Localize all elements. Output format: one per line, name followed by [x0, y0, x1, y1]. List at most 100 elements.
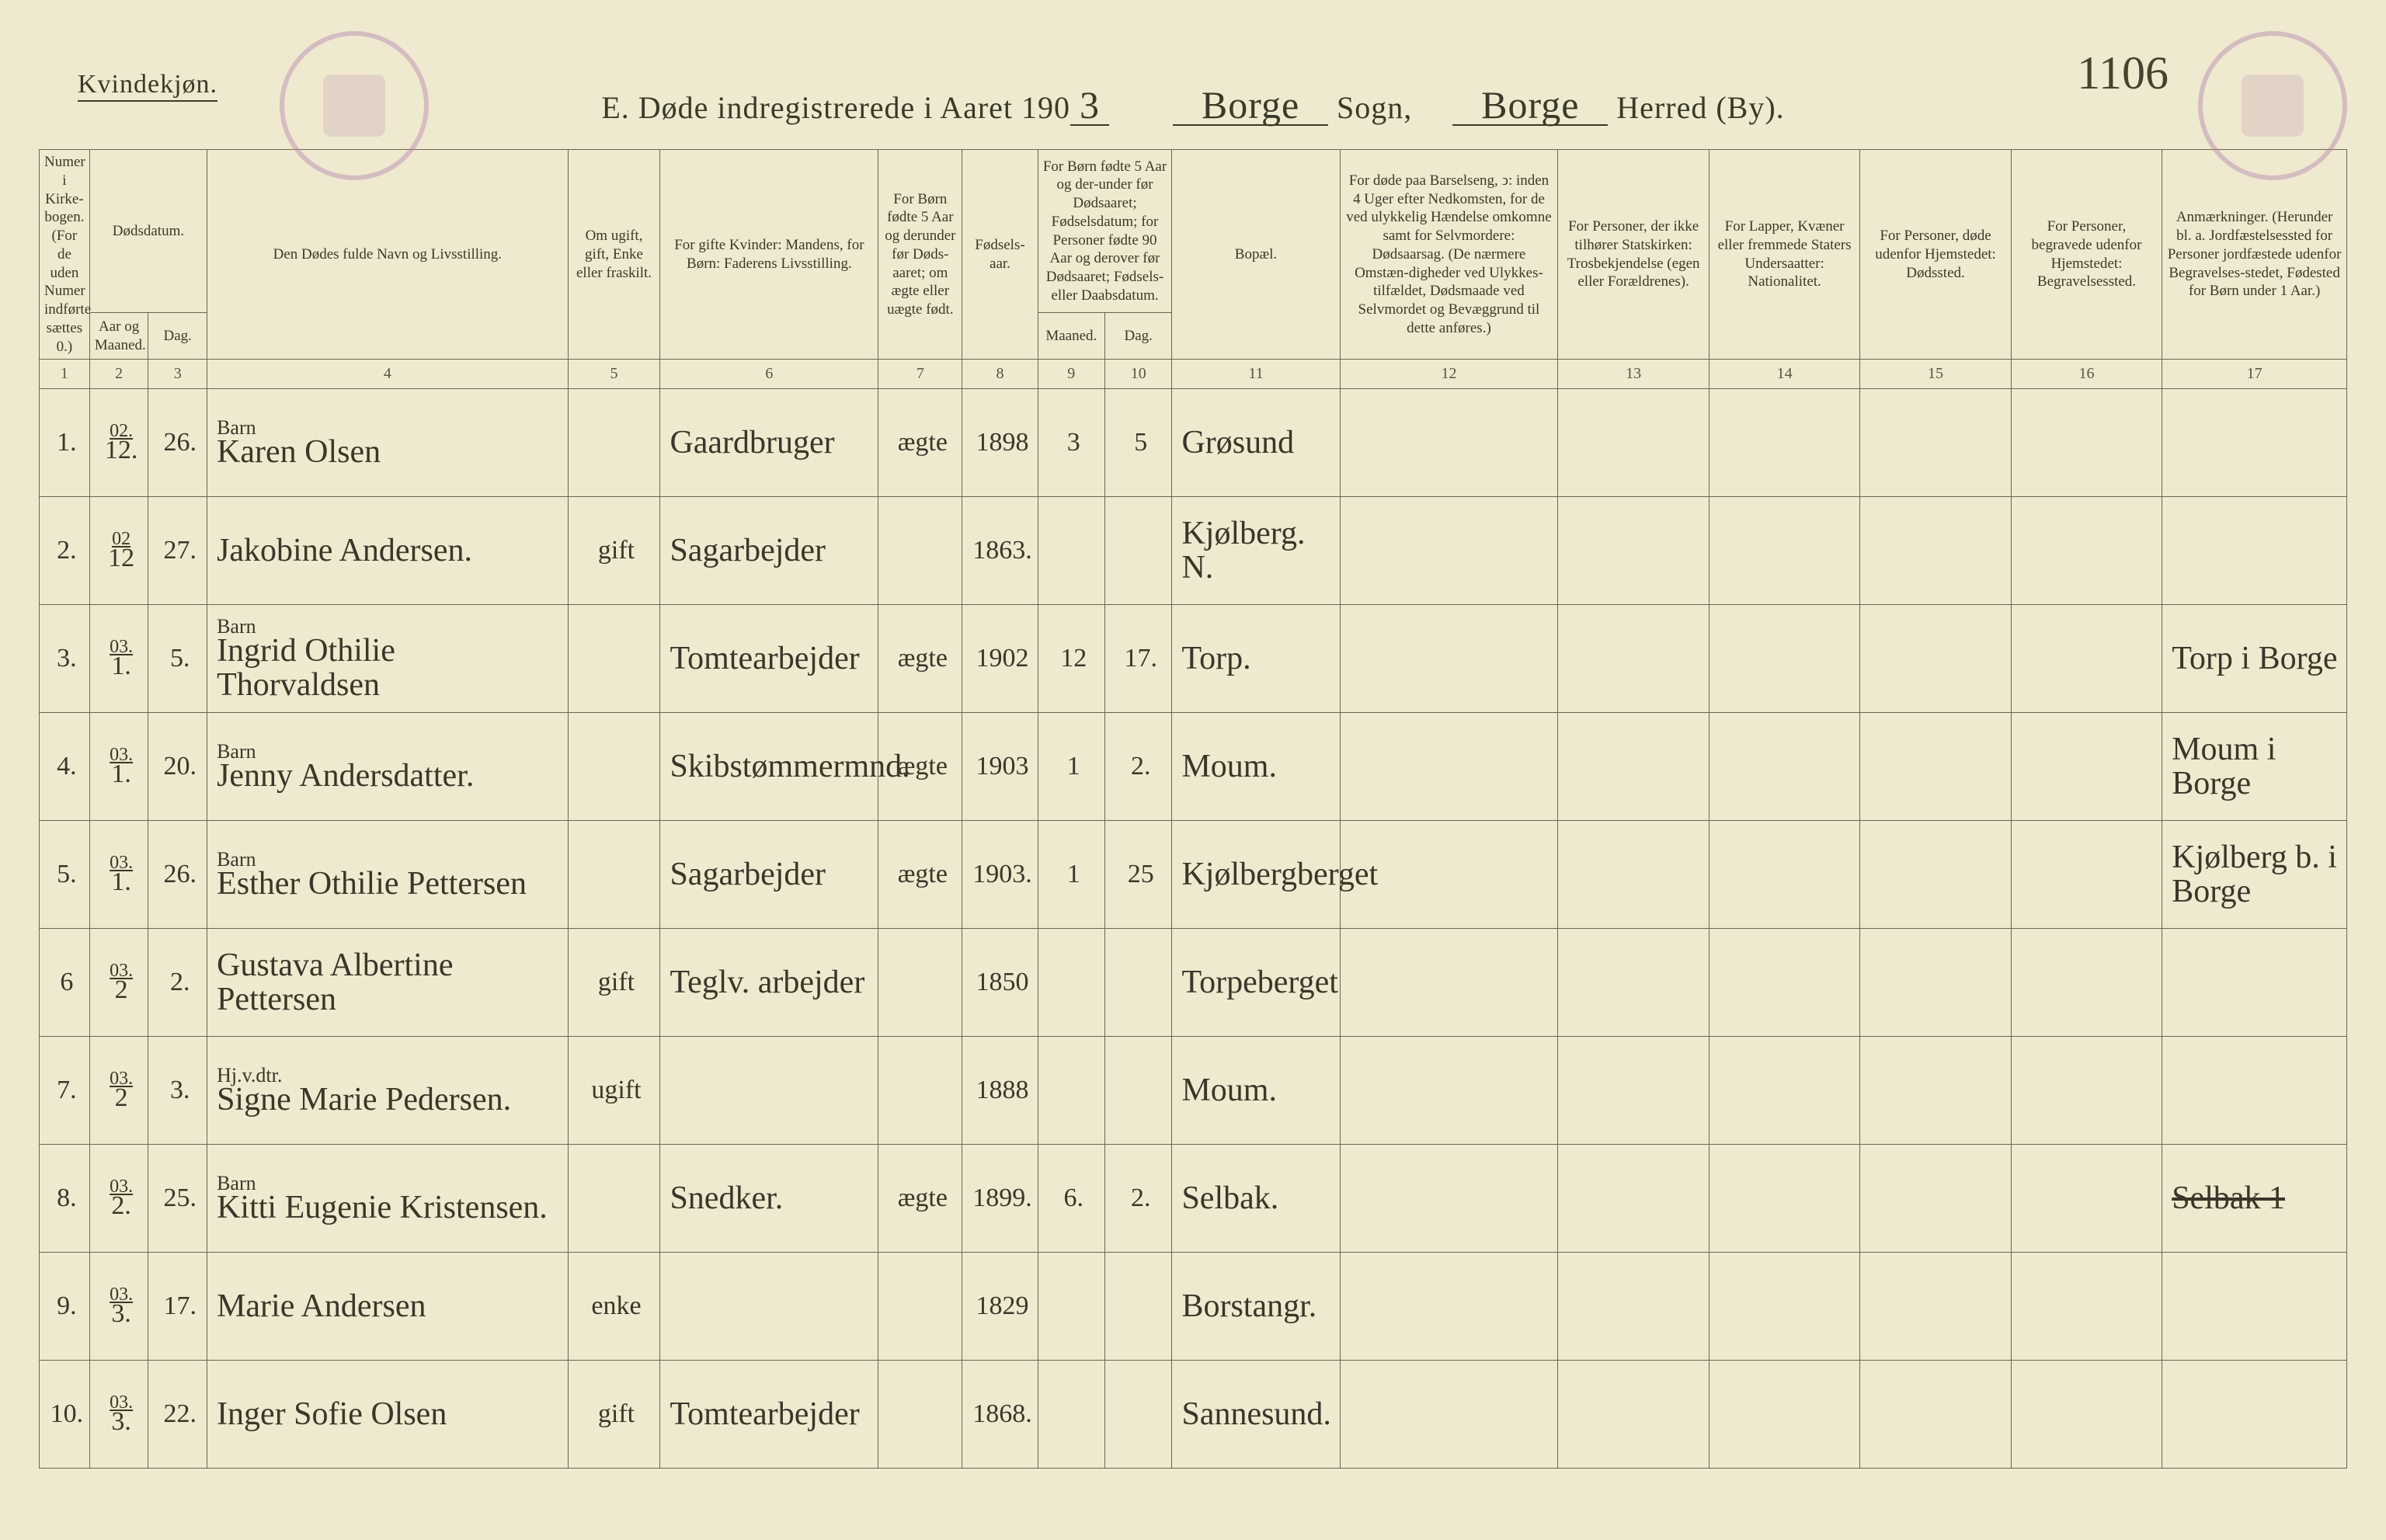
- cell: 26.: [148, 821, 207, 929]
- cell: 03.1.: [89, 605, 148, 713]
- cell: 1902: [962, 605, 1038, 713]
- cell: 1.: [40, 389, 90, 497]
- col-14-header: For Lapper, Kvæner eller fremmede Stater…: [1709, 150, 1859, 360]
- cell: 1903: [962, 713, 1038, 821]
- cell: 1: [1038, 821, 1104, 929]
- cell: [878, 929, 962, 1037]
- col-7-header: For Børn fødte 5 Aar og derunder før Død…: [878, 150, 962, 360]
- cell: gift: [568, 1361, 660, 1469]
- cell: 03.3.: [89, 1253, 148, 1361]
- cell: Inger Sofie Olsen: [207, 1361, 569, 1469]
- table-header: Numer i Kirke-bogen. (For de uden Numer …: [40, 150, 2347, 389]
- cell: Torp.: [1172, 605, 1340, 713]
- coln-9: 9: [1038, 360, 1104, 389]
- cell: 5.: [40, 821, 90, 929]
- cell: Kjølberg. N.: [1172, 497, 1340, 605]
- table-row: 10.03.3.22.Inger Sofie OlsengiftTomtearb…: [40, 1361, 2347, 1469]
- cell: [1340, 605, 1558, 713]
- cell: [1709, 605, 1859, 713]
- table-row: 3.03.1.5.BarnIngrid Othilie ThorvaldsenT…: [40, 605, 2347, 713]
- col-3-header: Dag.: [148, 313, 207, 360]
- cell: 1888: [962, 1037, 1038, 1145]
- cell: [1038, 929, 1104, 1037]
- cell: [1105, 1037, 1172, 1145]
- cell: [1558, 1037, 1709, 1145]
- cell: 4.: [40, 713, 90, 821]
- col-2-3-header-top: Dødsdatum.: [89, 150, 207, 313]
- cell: [568, 1145, 660, 1253]
- cell: 1850: [962, 929, 1038, 1037]
- cell: [2011, 1361, 2162, 1469]
- cell: [1558, 497, 1709, 605]
- cell: [1860, 821, 2011, 929]
- cell: ægte: [878, 605, 962, 713]
- cell: BarnKaren Olsen: [207, 389, 569, 497]
- coln-14: 14: [1709, 360, 1859, 389]
- cell: 2.: [1105, 1145, 1172, 1253]
- header-herred-label: Herred (By).: [1616, 90, 1784, 125]
- cell: Gaardbruger: [660, 389, 878, 497]
- cell: [878, 1361, 962, 1469]
- table-row: 9.03.3.17.Marie Andersenenke1829Borstang…: [40, 1253, 2347, 1361]
- cell: Moum i Borge: [2162, 713, 2347, 821]
- cell: [2011, 389, 2162, 497]
- cell: 1903.: [962, 821, 1038, 929]
- cell: 20.: [148, 713, 207, 821]
- coln-12: 12: [1340, 360, 1558, 389]
- cell: [568, 713, 660, 821]
- cell: [1558, 1145, 1709, 1253]
- cell: Tomtearbejder: [660, 605, 878, 713]
- table-row: 2.021227.Jakobine Andersen.giftSagarbejd…: [40, 497, 2347, 605]
- cell: Moum.: [1172, 1037, 1340, 1145]
- col-2-header: Aar og Maaned.: [89, 313, 148, 360]
- cell: 8.: [40, 1145, 90, 1253]
- coln-5: 5: [568, 360, 660, 389]
- cell: [1038, 1361, 1104, 1469]
- col-4-header: Den Dødes fulde Navn og Livsstilling.: [207, 150, 569, 360]
- gender-label: Kvindekjøn.: [78, 70, 217, 99]
- cell: Grøsund: [1172, 389, 1340, 497]
- cell: 03.1.: [89, 713, 148, 821]
- cell: 1868.: [962, 1361, 1038, 1469]
- cell: [1709, 1037, 1859, 1145]
- cell: [1105, 1361, 1172, 1469]
- cell: 25: [1105, 821, 1172, 929]
- cell: [568, 605, 660, 713]
- cell: [2162, 497, 2347, 605]
- cell: enke: [568, 1253, 660, 1361]
- cell: [1709, 821, 1859, 929]
- cell: [1038, 1253, 1104, 1361]
- cell: [1340, 713, 1558, 821]
- cell: [1340, 929, 1558, 1037]
- cell: 1: [1038, 713, 1104, 821]
- cell: 03.2: [89, 1037, 148, 1145]
- table-row: 7.03.23.Hj.v.dtr.Signe Marie Pedersen.ug…: [40, 1037, 2347, 1145]
- cell: 25.: [148, 1145, 207, 1253]
- cell: [1860, 929, 2011, 1037]
- col-17-header: Anmærkninger. (Herunder bl. a. Jordfæste…: [2162, 150, 2347, 360]
- cell: [2162, 929, 2347, 1037]
- cell: 7.: [40, 1037, 90, 1145]
- table-row: 8.03.2.25.BarnKitti Eugenie Kristensen.S…: [40, 1145, 2347, 1253]
- cell: 6.: [1038, 1145, 1104, 1253]
- cell: Teglv. arbejder: [660, 929, 878, 1037]
- col-10-header: Dag.: [1105, 313, 1172, 360]
- cell: Gustava Albertine Pettersen: [207, 929, 569, 1037]
- cell: Kjølbergberget: [1172, 821, 1340, 929]
- cell: 5.: [148, 605, 207, 713]
- cell: [1340, 1037, 1558, 1145]
- col-11-header: Bopæl.: [1172, 150, 1340, 360]
- cell: [1709, 713, 1859, 821]
- cell: 1898: [962, 389, 1038, 497]
- cell: 12: [1038, 605, 1104, 713]
- header-year-suffix: 3: [1070, 85, 1109, 126]
- cell: [2011, 1253, 2162, 1361]
- cell: 2.: [148, 929, 207, 1037]
- cell: [2011, 497, 2162, 605]
- cell: 0212: [89, 497, 148, 605]
- cell: [2011, 605, 2162, 713]
- cell: [568, 821, 660, 929]
- cell: Skibstømmermnd.: [660, 713, 878, 821]
- cell: 17.: [1105, 605, 1172, 713]
- coln-4: 4: [207, 360, 569, 389]
